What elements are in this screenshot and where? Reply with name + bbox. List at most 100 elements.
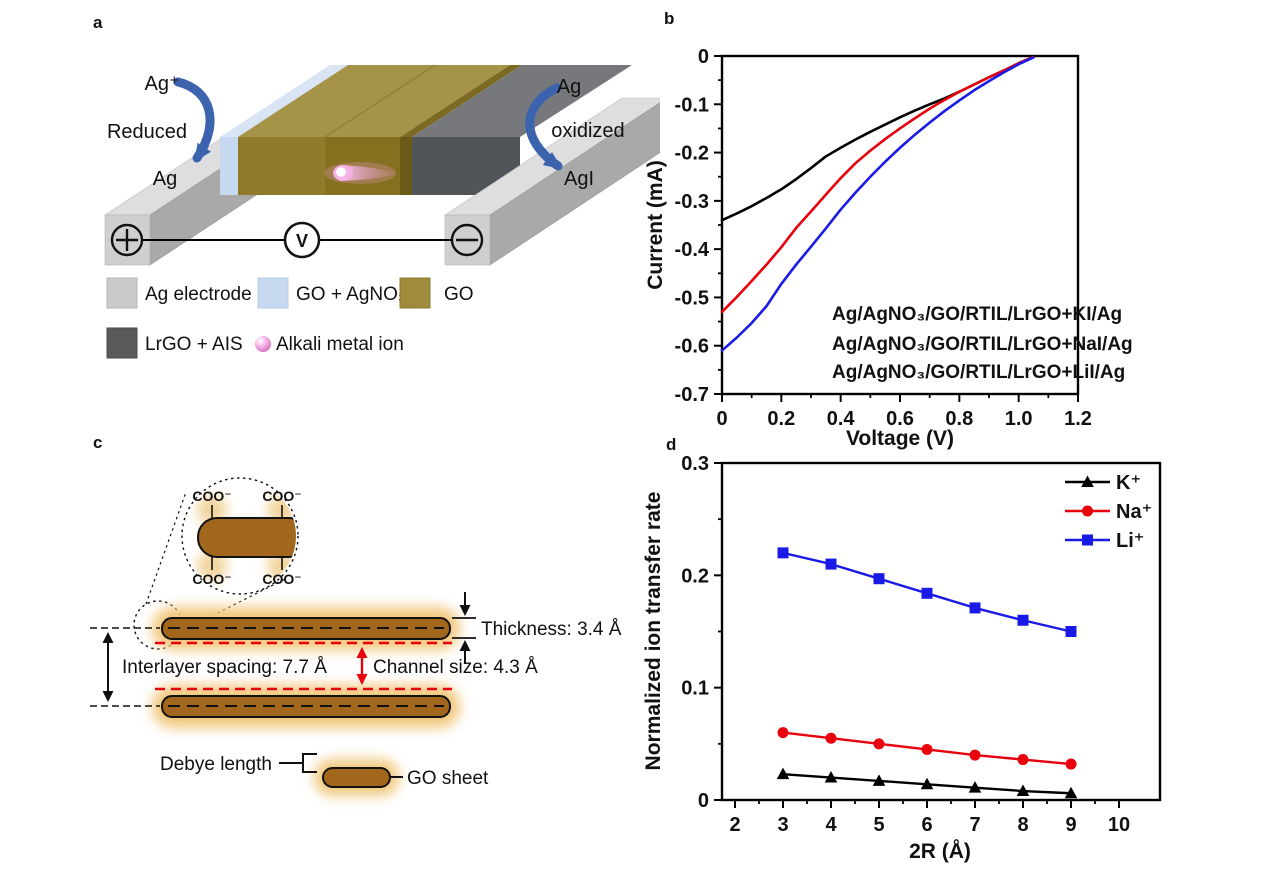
- y-tick-label: 0.1: [681, 678, 709, 700]
- legend-label: GO + AgNO₃: [296, 284, 406, 305]
- panel-d-label: d: [666, 435, 676, 454]
- x-axis-title: 2R (Å): [909, 839, 971, 863]
- x-tick-label: 5: [873, 814, 884, 836]
- x-tick-label: 0.4: [827, 408, 856, 430]
- measurement-circuit: V: [110, 221, 484, 259]
- magnifier-circle-icon: [181, 477, 299, 595]
- minus-terminal-icon: [450, 223, 484, 257]
- right-process-label: oxidized: [551, 120, 624, 142]
- go-agno3-strip-top: [220, 65, 348, 137]
- circle-marker: [969, 749, 981, 761]
- oxidation-arrow-icon: [525, 83, 563, 171]
- panel-b-iv-chart: b 0 0.2 0.4 0.6 0.8 1.0 1.2 0 -0.1 -0.2 -0.3 -0.4 -0…: [644, 9, 1133, 450]
- series-line-1: [720, 55, 1035, 314]
- debye-length-label: Debye length: [160, 754, 272, 775]
- legend-swatch-alkali-ion-icon: [255, 336, 271, 352]
- triangle-marker: [920, 777, 934, 790]
- legend-entry: Ag/AgNO₃/GO/RTIL/LrGO+NaI/Ag: [832, 334, 1133, 355]
- circle-marker: [873, 738, 885, 750]
- go-edge-front: [400, 137, 412, 195]
- voltmeter-icon: V: [283, 221, 321, 259]
- x-tick-label: 10: [1108, 814, 1130, 836]
- legend-label: GO: [444, 284, 474, 305]
- circle-marker: [921, 743, 933, 755]
- legend-swatch-lrgo-ais: [106, 327, 138, 359]
- x-tick-label: 0.8: [945, 408, 973, 430]
- channel-size-label: Channel size: 4.3 Å: [373, 657, 538, 678]
- legend-entry: Ag/AgNO₃/GO/RTIL/LrGO+LiI/Ag: [832, 362, 1125, 383]
- alkali-metal-ion: [324, 162, 398, 184]
- thickness-dimension: [452, 592, 476, 664]
- panel-d-ion-transfer-chart: d 2 3 4 5 6 7 8 9 10 0 0.1 0.2 0.3 2R (Å) Normalized i…: [642, 435, 1162, 863]
- x-tick-label: 7: [969, 814, 980, 836]
- legend-swatch-ag-electrode: [106, 277, 138, 309]
- triangle-marker: [776, 767, 790, 780]
- panel-a-label: a: [93, 13, 103, 32]
- circle-marker: [825, 732, 837, 744]
- panel-c-label: c: [93, 433, 102, 452]
- x-tick-label: 2: [729, 814, 740, 836]
- interlayer-spacing-label: Interlayer spacing: 7.7 Å: [122, 657, 327, 678]
- x-tick-label: 4: [825, 814, 837, 836]
- square-marker: [1017, 614, 1029, 626]
- channel-dimension: [155, 641, 452, 691]
- x-tick-label: 1.0: [1005, 408, 1033, 430]
- legend-entry: Ag/AgNO₃/GO/RTIL/LrGO+KI/Ag: [832, 304, 1122, 325]
- x-tick-label: 6: [921, 814, 932, 836]
- go-block-front: [238, 137, 325, 195]
- y-axis-title: Normalized ion transfer rate: [642, 492, 665, 771]
- legend-label: Alkali metal ion: [276, 334, 404, 355]
- go-sheet-small: [322, 767, 391, 788]
- circle-marker: [1082, 505, 1093, 517]
- square-marker: [921, 587, 933, 599]
- go-sheet-stack: [90, 607, 460, 728]
- lrgo-block-top: [412, 65, 632, 137]
- y-tick-label: -0.6: [675, 336, 709, 358]
- x-tick-label: 0: [716, 408, 727, 430]
- coo-group-label: COO⁻: [262, 571, 301, 587]
- legend-swatch-go-agno3: [257, 277, 289, 309]
- left-process-label: Reduced: [107, 121, 187, 143]
- y-tick-label: 0.2: [681, 565, 709, 587]
- right-metal-label: Ag: [557, 76, 581, 98]
- legend-label: Ag electrode: [145, 284, 252, 305]
- legend-label: Li⁺: [1116, 530, 1144, 552]
- square-marker: [969, 602, 981, 614]
- triangle-marker: [1064, 786, 1078, 799]
- reduction-arrow-icon: [173, 77, 215, 163]
- y-tick-label: -0.5: [675, 287, 709, 309]
- panel-c-go-schematic: c COO⁻ COO⁻ COO⁻ COO⁻: [90, 433, 622, 796]
- y-tick-label: -0.4: [675, 239, 710, 261]
- membrane-stack: [220, 64, 632, 195]
- legend-label: LrGO + AIS: [145, 334, 243, 355]
- x-tick-label: 0.2: [767, 408, 795, 430]
- x-tick-label: 3: [777, 814, 788, 836]
- go-edge-top: [400, 65, 522, 137]
- legend-label: K⁺: [1116, 472, 1141, 494]
- square-marker: [825, 558, 837, 570]
- left-ion-label: Ag⁺: [144, 73, 179, 95]
- triangle-marker: [824, 771, 838, 783]
- circle-marker: [1065, 758, 1077, 770]
- triangle-marker: [872, 774, 886, 786]
- square-marker: [1082, 534, 1093, 546]
- debye-length-key: Debye length GO sheet: [160, 753, 489, 796]
- lrgo-block-front: [412, 137, 520, 195]
- thickness-label: Thickness: 3.4 Å: [481, 619, 622, 640]
- coo-group-label: COO⁻: [192, 488, 231, 504]
- coo-group-label: COO⁻: [192, 571, 231, 587]
- y-axis-title: Current (mA): [644, 160, 667, 290]
- right-product-label: AgI: [564, 168, 594, 190]
- panel-a-legend: Ag electrode GO + AgNO₃ GO LrGO + AIS Al…: [106, 277, 474, 359]
- panel-a-device-schematic: a: [93, 13, 660, 359]
- plot-frame: [720, 461, 1162, 802]
- y-tick-label: -0.7: [675, 384, 709, 406]
- series-line-2: [720, 56, 1035, 352]
- x-axis-title: Voltage (V): [846, 427, 954, 450]
- legend-swatch-go: [399, 277, 431, 309]
- square-marker: [1065, 626, 1077, 637]
- triangle-marker: [968, 781, 982, 793]
- circle-marker: [777, 727, 789, 739]
- debye-bracket-icon: [302, 753, 317, 773]
